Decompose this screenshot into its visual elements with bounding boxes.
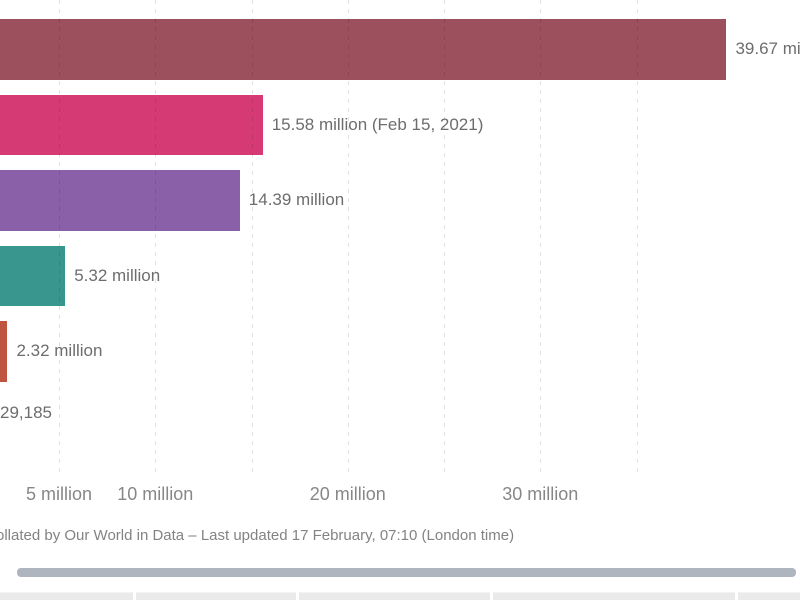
- source-note: ollated by Our World in Data – Last upda…: [0, 527, 515, 544]
- bar[interactable]: [0, 245, 66, 306]
- bar-value-label: 29,185: [0, 403, 52, 422]
- bar-value-label: 39.67 mi: [735, 39, 800, 59]
- x-axis-tick-label: 10 million: [117, 484, 194, 504]
- bar-value-label: 5.32 million: [74, 265, 161, 285]
- bottom-tab[interactable]: [299, 592, 490, 600]
- bottom-tab[interactable]: [136, 592, 296, 600]
- bottom-tab[interactable]: [493, 592, 735, 600]
- x-axis-tick-label: 5 million: [26, 484, 93, 504]
- bar-value-label: 14.39 million: [248, 190, 345, 210]
- bar-value-label: 2.32 million: [16, 341, 103, 361]
- bar[interactable]: [0, 19, 727, 80]
- x-axis-tick-label: 20 million: [309, 484, 386, 504]
- bar[interactable]: [0, 170, 240, 231]
- bottom-tab[interactable]: [738, 592, 800, 600]
- bar-value-label: 15.58 million (Feb 15, 2021): [271, 114, 484, 134]
- scrollbar-thumb[interactable]: [17, 568, 796, 577]
- bottom-tab[interactable]: [0, 592, 133, 600]
- bar[interactable]: [0, 94, 263, 155]
- bar[interactable]: [0, 321, 8, 382]
- x-axis-tick-label: 30 million: [502, 484, 579, 504]
